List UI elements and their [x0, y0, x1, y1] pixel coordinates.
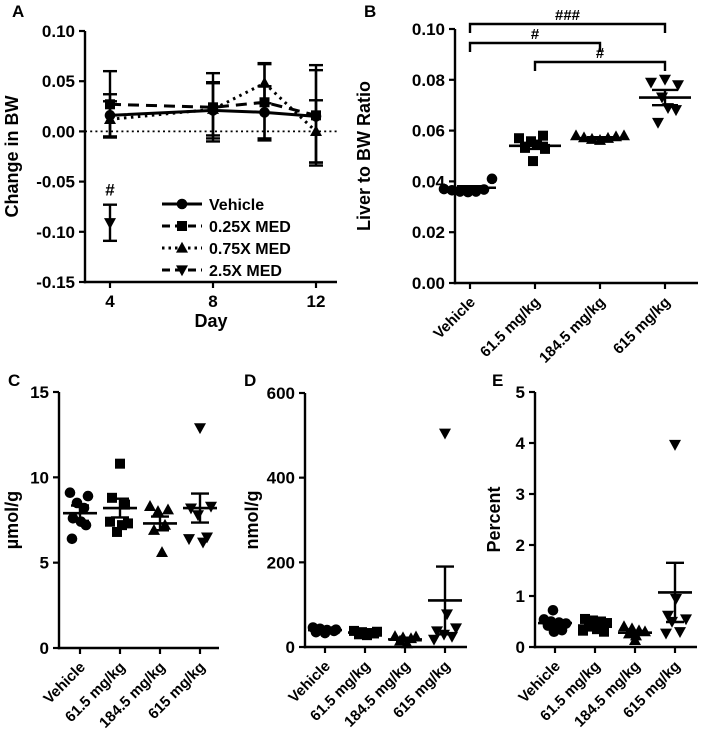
svg-text:1: 1	[516, 587, 525, 606]
svg-text:200: 200	[267, 553, 295, 572]
svg-text:400: 400	[267, 469, 295, 488]
svg-text:0: 0	[286, 638, 295, 657]
svg-text:-0.10: -0.10	[36, 223, 75, 242]
svg-text:2.5X MED: 2.5X MED	[209, 263, 282, 280]
panel-c-label: C	[8, 371, 21, 390]
panel-a-chart: 0.10 0.05 0.00 -0.05 -0.10 -0.15 Change in BW 4…	[2, 22, 337, 331]
svg-text:0.10: 0.10	[412, 20, 445, 39]
svg-text:Percent: Percent	[484, 486, 504, 552]
panel-e-label: E	[492, 371, 504, 390]
svg-text:#: #	[105, 181, 115, 200]
svg-text:µmol/g: µmol/g	[2, 491, 22, 549]
svg-text:4: 4	[105, 292, 115, 311]
svg-text:615 mg/kg: 615 mg/kg	[610, 294, 674, 358]
svg-text:12: 12	[307, 292, 326, 311]
svg-text:0: 0	[516, 638, 525, 657]
svg-text:0.75X MED: 0.75X MED	[209, 241, 291, 258]
svg-text:61.5 mg/kg: 61.5 mg/kg	[477, 294, 544, 361]
svg-text:5: 5	[40, 554, 49, 573]
svg-text:Liver to BW Ratio: Liver to BW Ratio	[354, 81, 374, 231]
svg-text:Vehicle: Vehicle	[430, 294, 479, 343]
panel-b-label: B	[364, 2, 377, 21]
svg-text:184.5 mg/kg: 184.5 mg/kg	[536, 294, 609, 367]
svg-text:0.05: 0.05	[42, 72, 75, 91]
svg-text:10: 10	[30, 468, 49, 487]
svg-text:8: 8	[208, 292, 217, 311]
panel-d-label: D	[244, 371, 257, 390]
svg-text:0: 0	[40, 639, 49, 658]
svg-text:0.06: 0.06	[412, 122, 445, 141]
svg-text:-0.15: -0.15	[36, 273, 75, 292]
svg-text:0.08: 0.08	[412, 71, 445, 90]
svg-text:#: #	[531, 26, 540, 43]
panel-b-chart: 0.10 0.08 0.06 0.04 0.02 0.00 Liver to BW Rati…	[354, 7, 698, 367]
svg-text:Day: Day	[194, 311, 227, 331]
svg-text:4: 4	[516, 434, 526, 453]
svg-text:###: ###	[555, 7, 581, 24]
panel-d-nmol-scatter: 600 400 200 0 nmol/g Vehicle 61.5 mg/kg 184.5 m…	[240, 371, 475, 742]
panel-c-umol-scatter: 15 10 5 0 µmol/g Vehicle 61.5 mg/kg 184.5 mg/kg…	[0, 371, 240, 742]
svg-text:15: 15	[30, 383, 49, 402]
svg-text:2: 2	[516, 536, 525, 555]
svg-text:Vehicle: Vehicle	[209, 197, 264, 214]
panel-a-label: A	[12, 2, 25, 21]
svg-text:#: #	[596, 45, 605, 62]
svg-text:nmol/g: nmol/g	[242, 491, 262, 550]
panel-b-liver-bw-scatter: 0.10 0.08 0.06 0.04 0.02 0.00 Liver to BW Rati…	[352, 0, 705, 371]
svg-text:-0.05: -0.05	[36, 173, 75, 192]
svg-text:600: 600	[267, 384, 295, 403]
svg-text:3: 3	[516, 485, 525, 504]
svg-text:5: 5	[516, 383, 525, 402]
panel-a-bodyweight-line-chart: 0.10 0.05 0.00 -0.05 -0.10 -0.15 Change in BW 4…	[0, 0, 352, 371]
svg-text:0.10: 0.10	[42, 22, 75, 41]
svg-text:0.02: 0.02	[412, 223, 445, 242]
svg-text:Change in BW: Change in BW	[2, 95, 22, 217]
svg-text:0.04: 0.04	[412, 172, 446, 191]
svg-text:0.25X MED: 0.25X MED	[209, 219, 291, 236]
panel-e-percent-scatter: 5 4 3 2 1 0 Percent Vehicle 61.5 mg/kg 184.5 mg/k…	[470, 371, 705, 742]
svg-text:0.00: 0.00	[412, 274, 445, 293]
svg-text:0.00: 0.00	[42, 122, 75, 141]
